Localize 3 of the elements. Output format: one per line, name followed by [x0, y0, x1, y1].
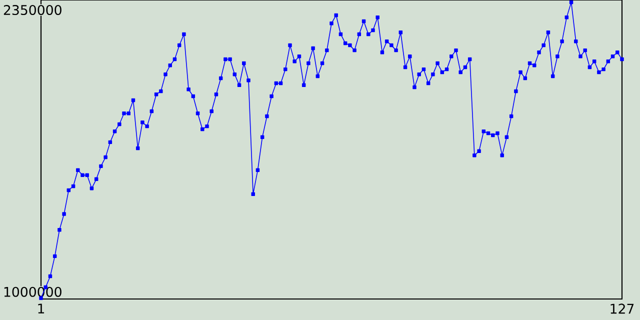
x-tick-label: 1: [38, 304, 44, 314]
y-tick-label: 2350000: [4, 4, 62, 16]
x-tick-label: 127: [610, 304, 634, 314]
